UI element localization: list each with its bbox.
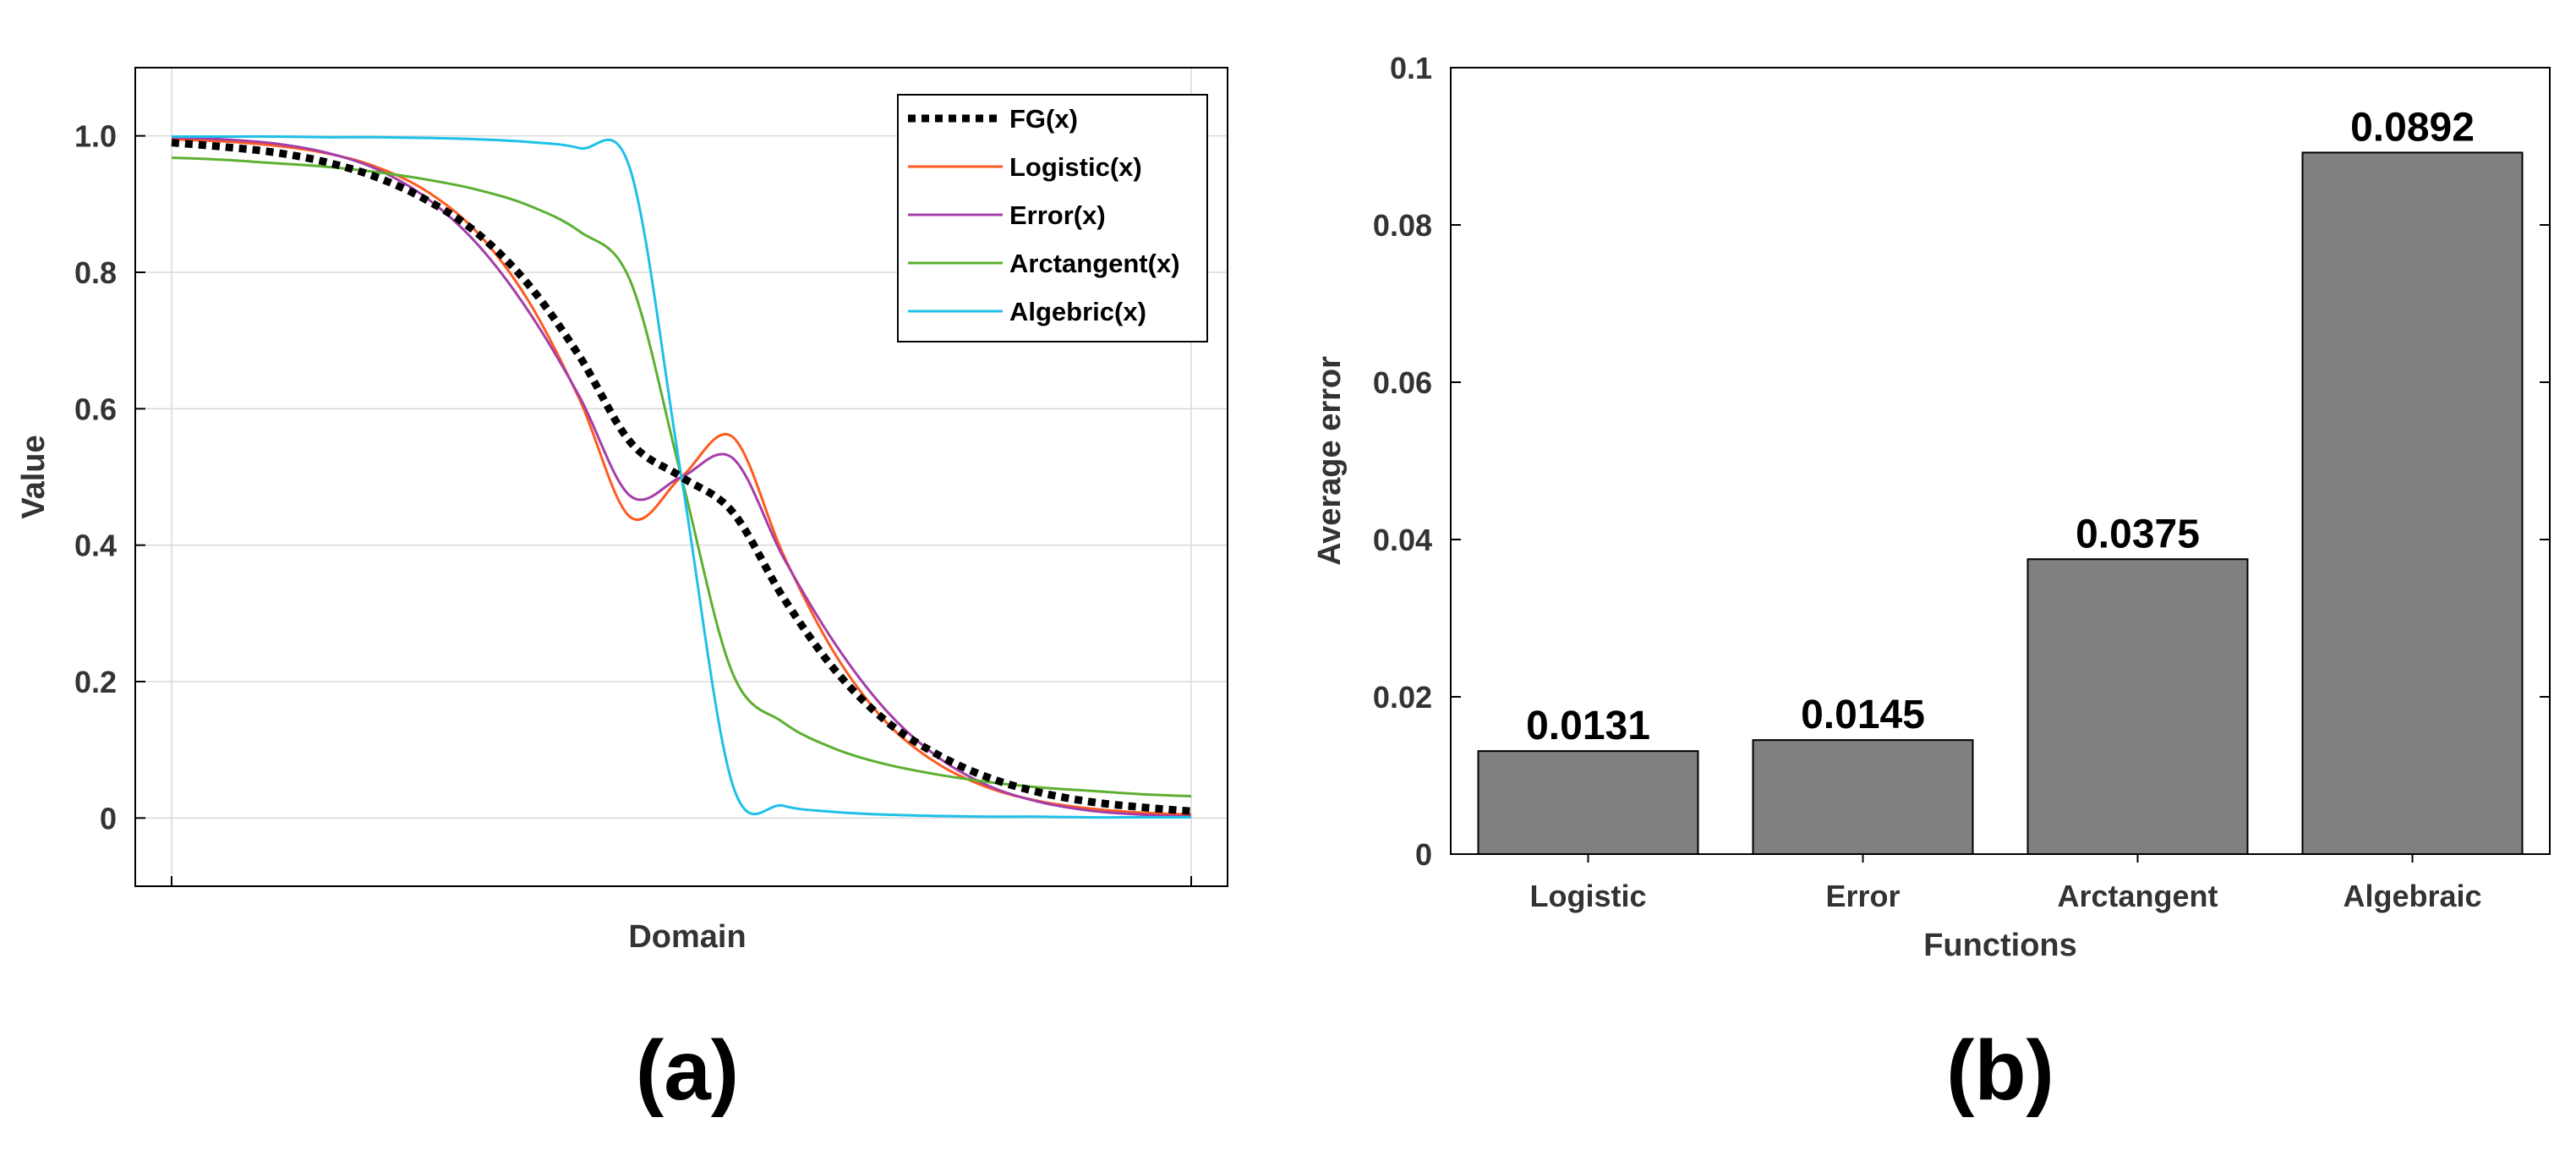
panel-label-a: (a) (636, 1023, 739, 1118)
chart-b-data-label: 0.0131 (1526, 704, 1650, 748)
chart-a-y-tick-label: 1.0 (74, 119, 117, 154)
chart-a: 0 0.2 0.4 0.6 0.8 1.0 Domain Value FG(x) Logis… (16, 67, 1228, 1118)
chart-b-data-label: 0.0375 (2076, 512, 2200, 556)
chart-b-x-tick-label: Error (1825, 879, 1900, 913)
chart-b-y-tick-label: 0.06 (1373, 365, 1432, 400)
chart-b-y-tick-label: 0.08 (1373, 208, 1432, 243)
chart-a-y-tick-label: 0.8 (74, 255, 117, 290)
chart-a-legend-label: FG(x) (1009, 104, 1078, 134)
chart-a-plot-frame (134, 67, 1228, 887)
chart-a-y-tick-label: 0.4 (74, 529, 117, 563)
chart-a-legend-label: Error(x) (1009, 200, 1106, 230)
chart-a-y-label: Value (16, 435, 52, 518)
chart-b-y-tick-label: 0.04 (1373, 523, 1432, 557)
chart-b-plot-frame (1450, 67, 2551, 855)
chart-a-y-ticks: 0 0.2 0.4 0.6 0.8 1.0 (74, 119, 1192, 886)
chart-b-bar-logistic (1477, 750, 1699, 855)
chart-b: 0 0.02 0.04 0.06 0.08 0.1 0.0131 Logistic 0.014… (1312, 51, 2551, 1118)
chart-a-series-line-algebraic (172, 134, 1191, 819)
chart-b-bars: 0.0131 Logistic 0.0145 Error 0.0375 Arctangen… (1477, 105, 2524, 913)
chart-a-legend: FG(x) Logistic(x) Error(x) Arctangent(x) Alg… (897, 94, 1208, 342)
chart-b-x-tick-label: Arctangent (2057, 879, 2218, 913)
chart-a-series-line-fg (171, 139, 1192, 815)
chart-a-y-tick-label: 0.6 (74, 392, 117, 426)
chart-a-y-tick-label: 0 (100, 801, 117, 835)
chart-a-series (171, 134, 1192, 819)
chart-b-y-label: Average error (1312, 356, 1348, 566)
chart-a-legend-box (897, 94, 1208, 342)
chart-a-legend-label: Logistic(x) (1009, 152, 1142, 182)
chart-b-x-tick-label: Logistic (1529, 879, 1646, 913)
chart-b-x-tick-label: Algebraic (2343, 879, 2481, 913)
chart-b-bar-error (1752, 739, 1974, 856)
chart-b-y-tick-label: 0.1 (1390, 51, 1432, 85)
chart-a-legend-items: FG(x) Logistic(x) Error(x) Arctangent(x) Alg… (908, 104, 1180, 326)
chart-b-data-label: 0.0145 (1801, 693, 1925, 737)
chart-b-y-tick-label: 0.02 (1373, 680, 1432, 715)
chart-a-legend-label: Algebric(x) (1009, 297, 1146, 326)
chart-b-x-label: Functions (1923, 928, 2077, 963)
panel-label-b: (b) (1946, 1023, 2054, 1118)
chart-b-bar-algebraic (2301, 151, 2524, 855)
chart-a-y-tick-label: 0.2 (74, 665, 117, 699)
chart-b-y-ticks: 0 0.02 0.04 0.06 0.08 0.1 (1373, 51, 2550, 872)
chart-b-bar-arctangent (2026, 558, 2249, 855)
chart-b-y-tick-label: 0 (1415, 837, 1432, 872)
chart-a-legend-label: Arctangent(x) (1009, 249, 1180, 278)
chart-b-data-label: 0.0892 (2350, 105, 2475, 150)
chart-a-x-label: Domain (628, 919, 746, 955)
chart-a-grid (135, 68, 1228, 886)
